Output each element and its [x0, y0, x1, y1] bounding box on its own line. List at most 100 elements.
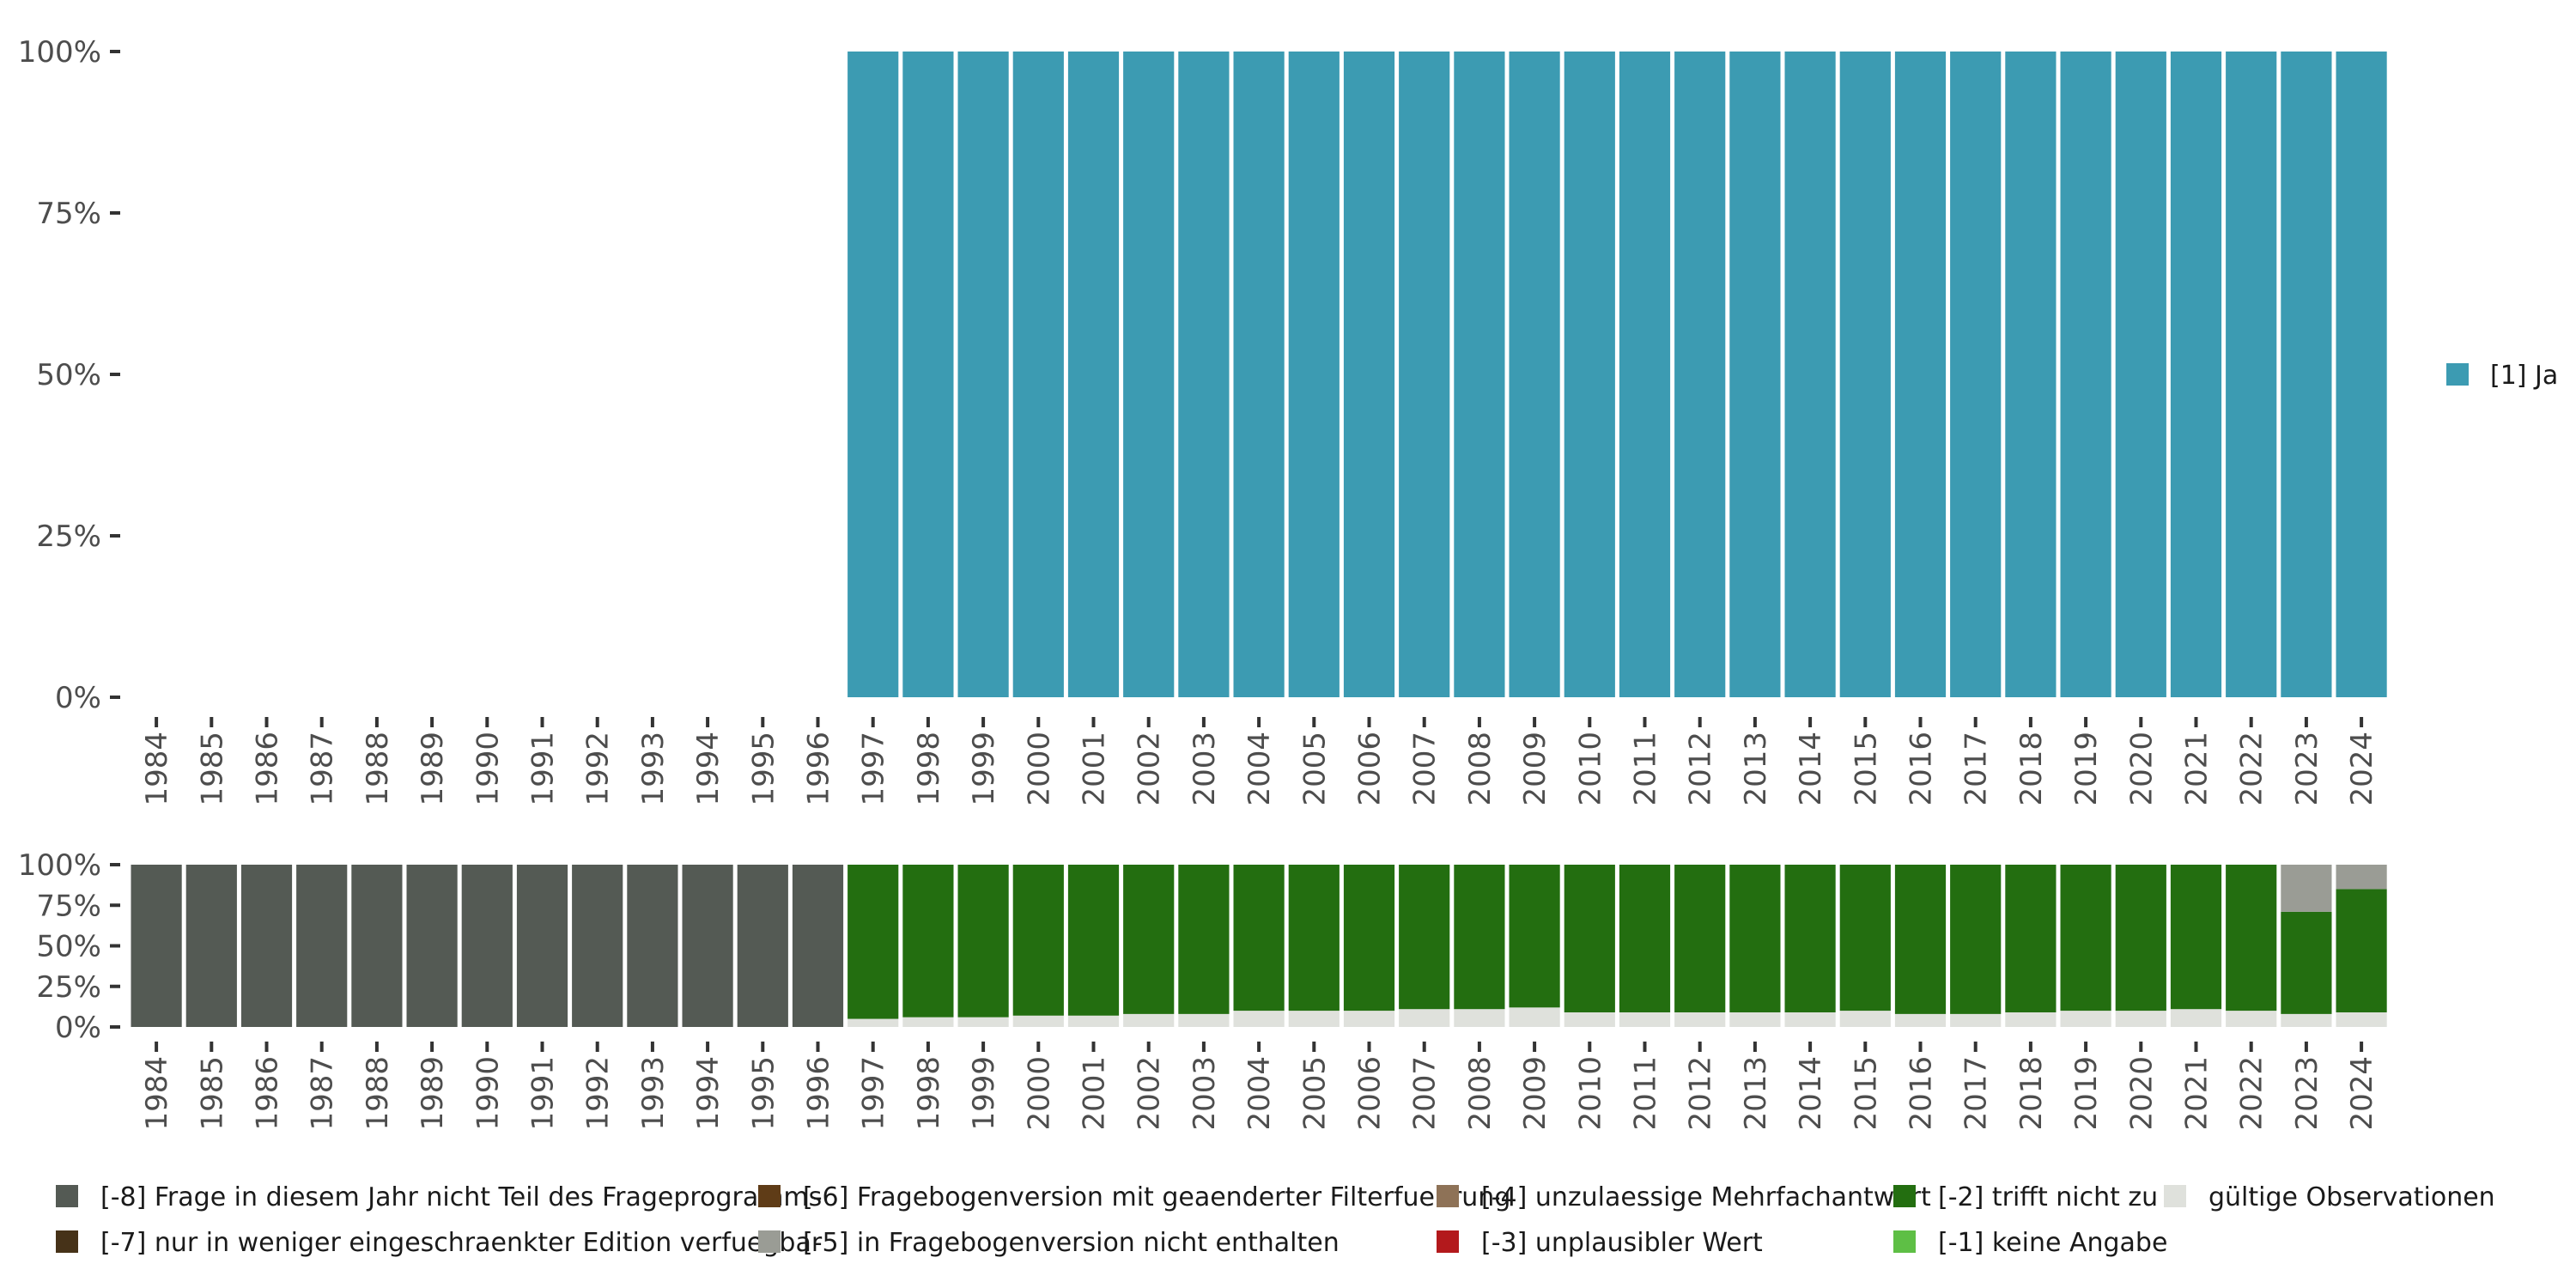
- bar-segment: [902, 865, 954, 1018]
- bar-segment: [848, 1018, 899, 1027]
- bar-segment: [1784, 1012, 1836, 1027]
- x-tick-label: 2019: [2069, 1056, 2104, 1131]
- x-tick-label: 1987: [306, 1056, 340, 1131]
- x-tick-label: 1996: [802, 1056, 836, 1131]
- x-tick-label: 2005: [1297, 1056, 1332, 1131]
- bar-segment: [1067, 1015, 1120, 1027]
- bar-segment: [2115, 1011, 2166, 1027]
- bar-segment: [2005, 52, 2057, 697]
- top-panel: 0% 25% 50% 75% 100% 1984 1985 1986 1987 1988 1989 1…: [18, 35, 2387, 806]
- x-tick-label: 2003: [1188, 732, 1222, 806]
- x-tick-label: 1986: [251, 732, 285, 806]
- x-tick-label: 2009: [1518, 732, 1552, 806]
- bar-segment: [185, 865, 237, 1027]
- bar-segment: [902, 52, 954, 697]
- bar-segment: [461, 865, 513, 1027]
- x-tick-label: 2018: [2014, 1056, 2049, 1131]
- bar-segment: [957, 865, 1009, 1018]
- x-tick-label: 2024: [2345, 732, 2379, 806]
- x-tick-label: 2020: [2124, 732, 2159, 806]
- y-tick-label: 0%: [55, 681, 101, 715]
- legend-swatch: [1893, 1185, 1916, 1207]
- x-tick-label: 2015: [1849, 1056, 1883, 1131]
- bar-segment: [1839, 1011, 1891, 1027]
- bar-segment: [516, 865, 568, 1027]
- x-tick-label: 2006: [1353, 1056, 1388, 1131]
- x-tick-label: 2024: [2345, 1056, 2379, 1131]
- x-tick-label: 2008: [1463, 1056, 1498, 1131]
- x-tick-label: 2013: [1739, 1056, 1773, 1131]
- y-tick-label: 25%: [36, 519, 101, 554]
- bar-segment: [1178, 52, 1230, 697]
- bar-segment: [572, 865, 623, 1027]
- x-tick-label: 2002: [1133, 732, 1167, 806]
- x-tick-label: 1989: [416, 1056, 450, 1131]
- bar-segment: [1564, 1012, 1615, 1027]
- bar-segment: [1894, 1013, 1947, 1027]
- x-tick-label: 2014: [1794, 732, 1828, 806]
- legend-swatch: [2164, 1185, 2186, 1207]
- x-tick-label: 2005: [1297, 732, 1332, 806]
- x-tick-label: 2003: [1188, 1056, 1222, 1131]
- bar-segment: [737, 865, 788, 1027]
- x-tick-label: 1988: [361, 732, 395, 806]
- bar-segment: [1399, 865, 1450, 1010]
- bar-segment: [2060, 52, 2111, 697]
- legend-label: [-8] Frage in diesem Jahr nicht Teil des…: [100, 1182, 822, 1212]
- bar-segment: [2336, 865, 2387, 890]
- y-tick-label: 50%: [36, 930, 101, 964]
- bar-segment: [2115, 52, 2166, 697]
- x-tick-label: 1994: [691, 732, 726, 806]
- x-tick-label: 1993: [636, 732, 671, 806]
- x-tick-label: 2010: [1573, 732, 1607, 806]
- x-tick-label: 2023: [2290, 1056, 2324, 1131]
- x-tick-label: 2012: [1684, 732, 1718, 806]
- x-tick-label: 1992: [581, 732, 616, 806]
- legend-label: [-3] unplausibler Wert: [1481, 1228, 1763, 1258]
- x-tick-label: 2010: [1573, 1056, 1607, 1131]
- legend-label: [-7] nur in weniger eingeschraenkter Edi…: [100, 1228, 823, 1258]
- bar-segment: [2281, 911, 2332, 1014]
- x-tick-label: 1997: [857, 732, 891, 806]
- bar-segment: [2005, 865, 2057, 1012]
- bar-segment: [1784, 865, 1836, 1012]
- x-tick-label: 2006: [1353, 732, 1388, 806]
- x-tick-label: 2016: [1905, 1056, 1939, 1131]
- bar-segment: [792, 865, 844, 1027]
- x-tick-label: 1992: [581, 1056, 616, 1131]
- bar-segment: [1067, 865, 1120, 1016]
- bar-segment: [1343, 52, 1395, 697]
- bar-segment: [2226, 865, 2277, 1012]
- bar-segment: [1067, 52, 1120, 697]
- bar-segment: [1674, 1012, 1726, 1027]
- legend-label: [-1] keine Angabe: [1938, 1228, 2167, 1258]
- bar-segment: [1288, 52, 1340, 697]
- y-tick-label: 100%: [18, 848, 101, 883]
- x-tick-label: 1995: [746, 732, 781, 806]
- x-tick-label: 1984: [140, 1056, 174, 1131]
- bar-segment: [1288, 1011, 1340, 1027]
- bottom-panel: 0% 25% 50% 75% 100% 1984 1985 1986 1987 1988 1989 1…: [18, 848, 2387, 1131]
- bar-segment: [2336, 52, 2387, 697]
- x-tick-label: 1985: [195, 1056, 229, 1131]
- x-tick-label: 1998: [912, 732, 946, 806]
- x-tick-label: 2017: [1959, 732, 1994, 806]
- bar-segment: [296, 865, 348, 1027]
- bar-segment: [1123, 52, 1175, 697]
- bar-segment: [1343, 1011, 1395, 1027]
- bar-segment: [1894, 865, 1947, 1014]
- x-tick-label: 2015: [1849, 732, 1883, 806]
- bar-segment: [1509, 865, 1560, 1008]
- x-tick-label: 1985: [195, 732, 229, 806]
- x-tick-label: 2018: [2014, 732, 2049, 806]
- bar-segment: [2336, 1012, 2387, 1027]
- x-tick-label: 2014: [1794, 1056, 1828, 1131]
- bar-segment: [1233, 52, 1285, 697]
- bar-segment: [1839, 52, 1891, 697]
- x-tick-label: 2021: [2180, 1056, 2215, 1131]
- bar-segment: [1288, 865, 1340, 1012]
- bar-segment: [2281, 865, 2332, 912]
- y-tick-label: 100%: [18, 35, 101, 70]
- bar-segment: [2226, 1011, 2277, 1027]
- bar-segment: [1839, 865, 1891, 1012]
